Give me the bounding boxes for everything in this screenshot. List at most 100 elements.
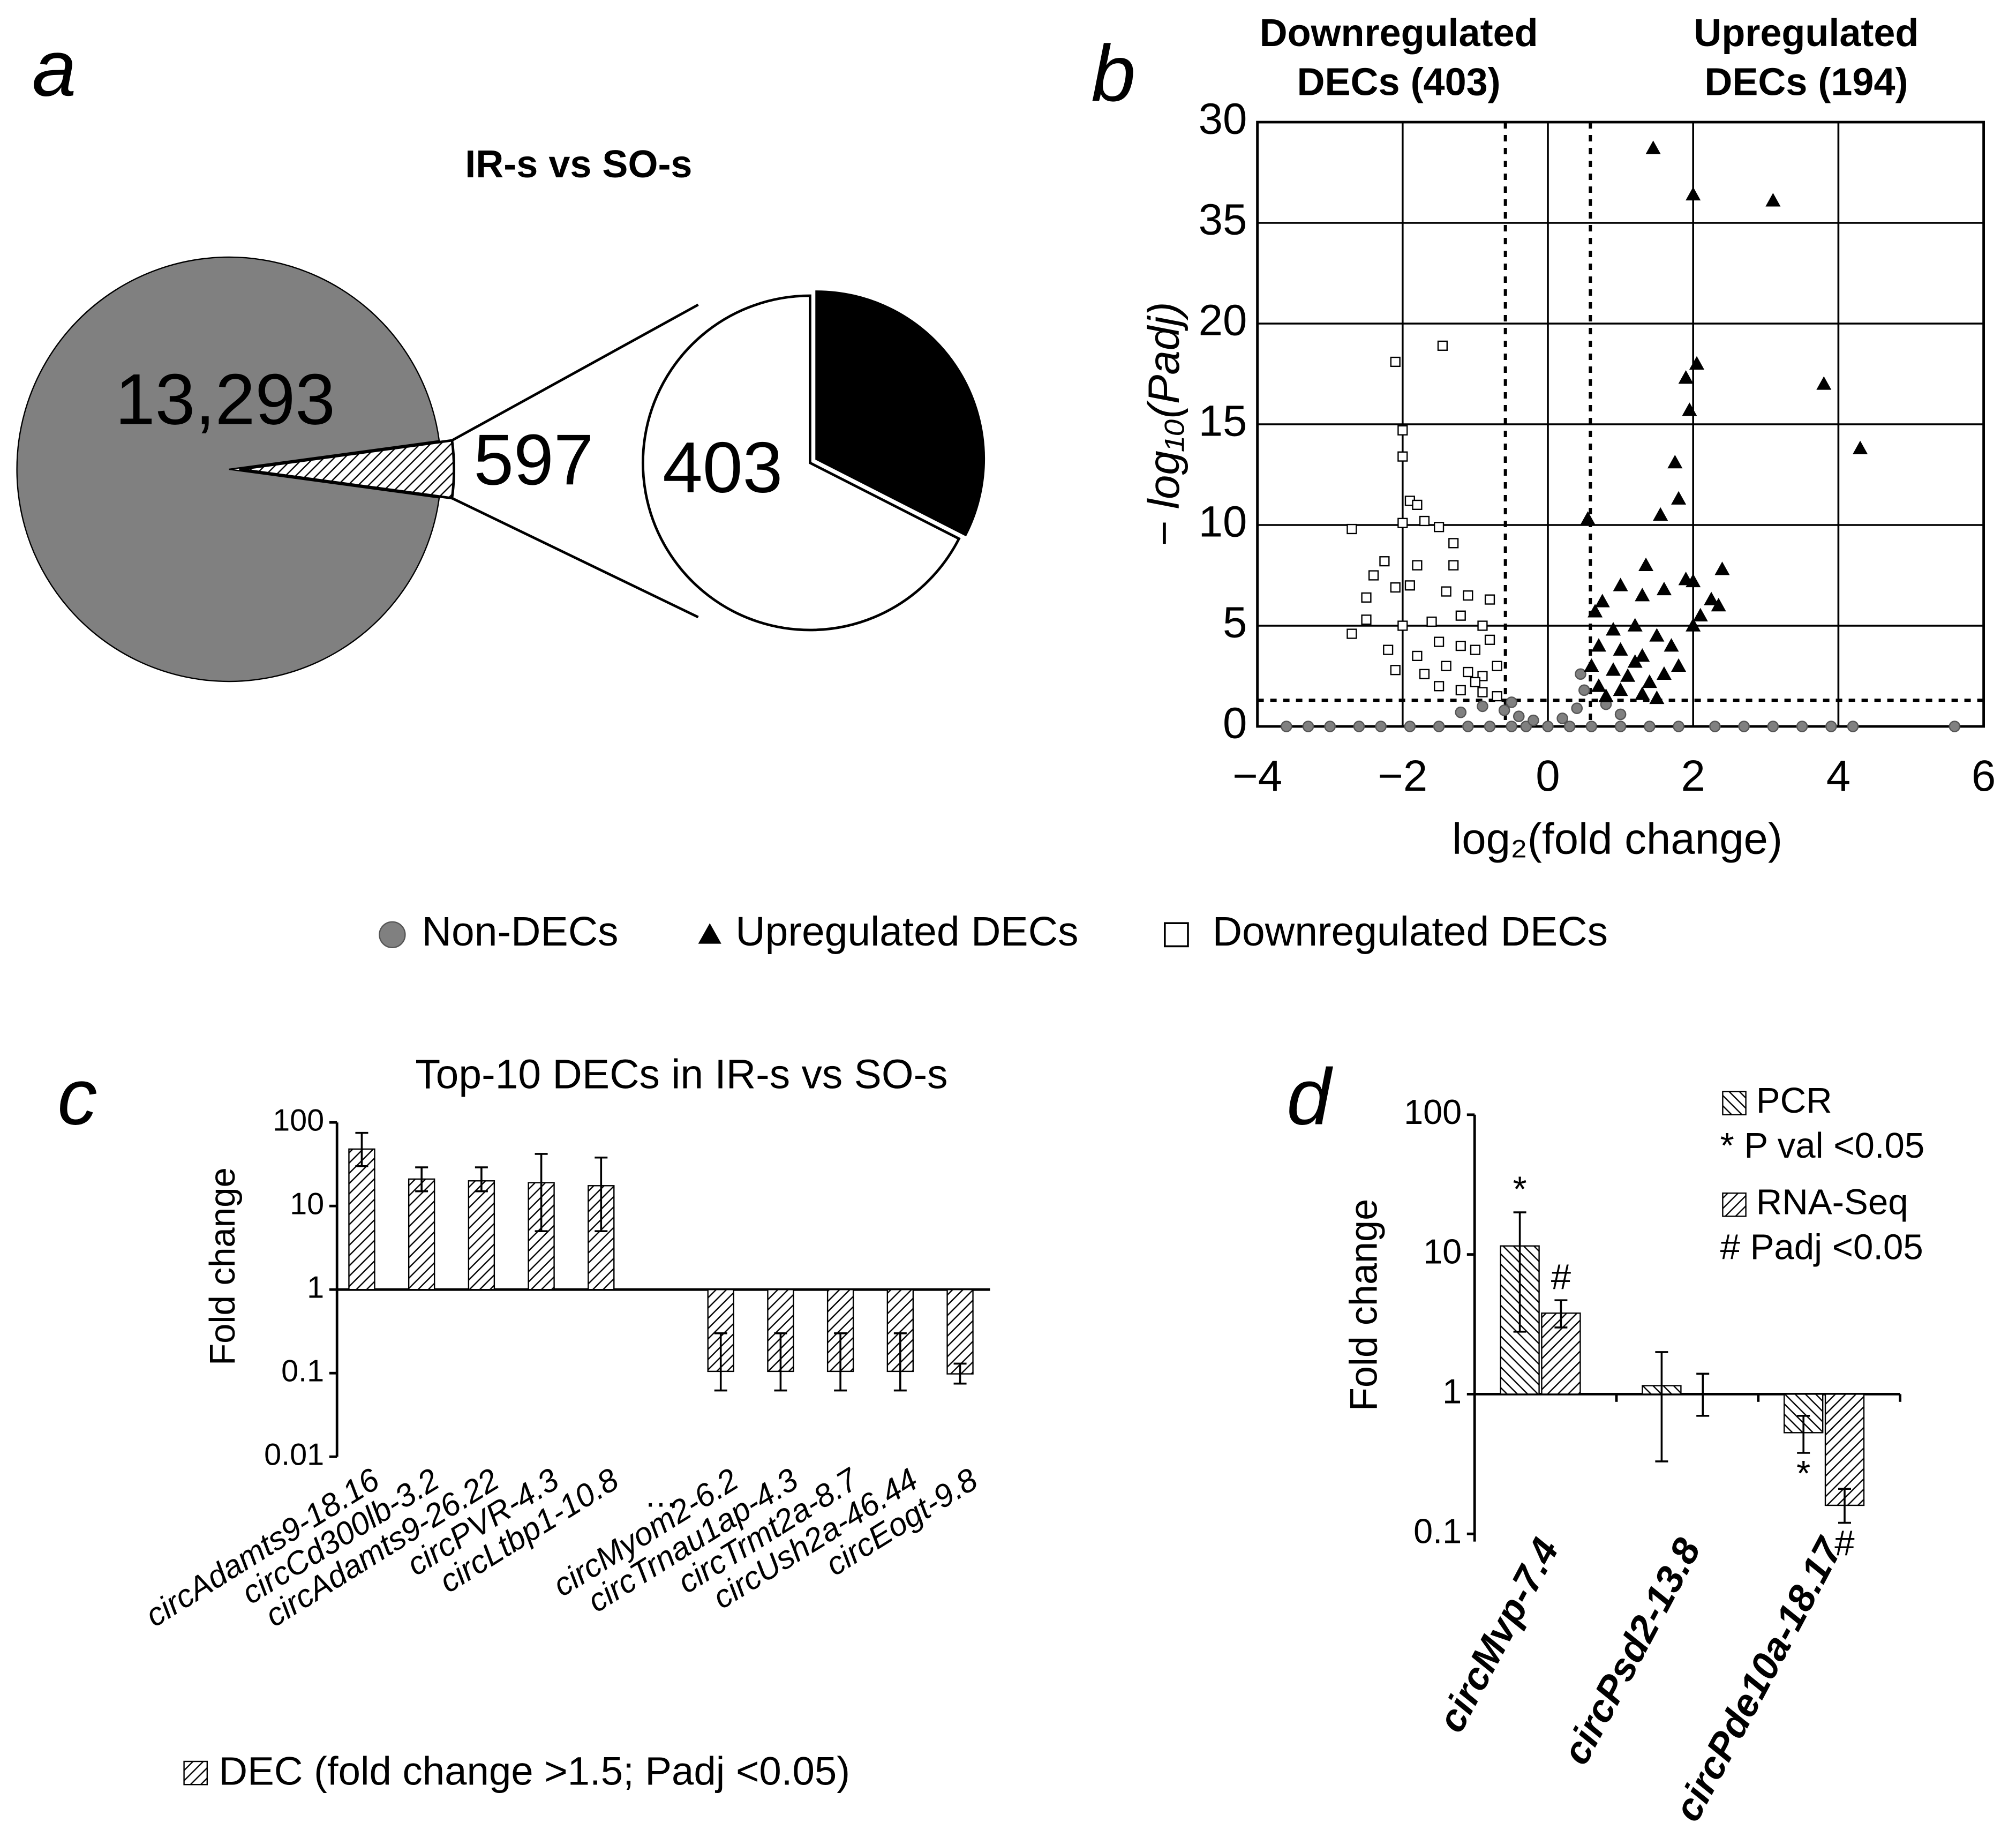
legend-note: * P val <0.05 [1720,1126,1925,1166]
point [1767,721,1779,732]
x-tick-label: 4 [1826,752,1850,800]
point [1419,669,1430,679]
point [1324,721,1336,732]
point [1588,604,1603,618]
point [1635,686,1650,700]
point [1375,721,1387,732]
point [1419,515,1430,527]
point [1455,706,1467,718]
point [1585,721,1598,732]
point [1649,690,1665,704]
panel-letter: a [32,24,77,113]
point [1644,721,1656,732]
legend-label: DEC (fold change >1.5; Padj <0.05) [219,1749,850,1794]
point [1404,580,1415,591]
point [1477,687,1488,698]
point [1390,356,1401,368]
annotation: DECs (403) [1297,61,1501,103]
y-axis-label: − log₁₀(Padj) [1140,302,1188,547]
significance-marker: # [1834,1523,1855,1563]
bar [1824,1393,1865,1506]
annotation: DECs (194) [1704,61,1908,103]
point [1484,634,1495,645]
point [1492,661,1502,671]
y-tick-label: 10 [1423,1232,1462,1271]
point [1594,594,1610,608]
point [1463,666,1473,678]
point [1448,538,1459,549]
bar [946,1288,974,1375]
point [1397,518,1408,528]
point [1656,666,1672,680]
point [1513,710,1525,723]
point [1682,402,1697,416]
legend-label: Non-DECs [422,909,619,955]
point [1686,186,1701,201]
point [1492,691,1502,702]
point [1379,556,1390,567]
point [1635,588,1650,602]
point [1455,685,1466,695]
panel-letter: d [1287,1052,1333,1142]
point [1470,644,1480,655]
slice-label: 194 [836,366,956,446]
point [1606,662,1621,676]
point [1361,592,1372,603]
significance-marker: * [1513,1169,1527,1209]
y-tick-label: 10 [1199,498,1247,546]
point [1528,714,1539,726]
point [1281,721,1292,732]
point [1353,721,1365,732]
point [1627,618,1643,632]
point [1433,721,1445,732]
point [1614,708,1627,721]
connector [451,303,699,442]
chart-title: IR-s vs SO-s [465,143,692,186]
x-tick-label: 0 [1536,752,1560,800]
point [1664,638,1679,652]
point [1346,523,1357,535]
y-tick-label: 20 [1199,296,1247,345]
slice-label: 13,293 [115,359,335,440]
point [1853,440,1868,454]
legend-label: RNA-Seq [1756,1182,1908,1222]
chart-title: Top-10 DECs in IR-s vs SO-s [415,1051,947,1097]
point [1613,682,1628,696]
legend-label: PCR [1756,1081,1832,1121]
point [1671,658,1687,672]
bar [468,1180,495,1291]
point [1686,573,1701,588]
point [1571,702,1583,714]
point [1678,370,1694,384]
legend-marker [1722,1091,1747,1115]
pie-slice [16,256,440,682]
y-tick-label: 0.1 [281,1354,324,1388]
y-tick-label: 0.01 [264,1437,324,1472]
bar [348,1148,375,1291]
y-tick-label: 5 [1223,598,1247,647]
point [1404,721,1416,732]
legend-label: Upregulated DECs [735,909,1078,955]
point [1613,642,1628,656]
point [1714,561,1730,575]
point [1383,644,1394,655]
x-tick-label: −2 [1378,752,1427,800]
point [1477,620,1488,631]
legend-marker [183,1760,208,1786]
point [1506,696,1517,708]
point [1441,661,1451,671]
y-tick-label: 100 [273,1103,324,1137]
point [1498,704,1510,716]
point [1642,674,1657,688]
point [1397,620,1408,631]
point [1591,638,1606,652]
pie-slice [239,439,455,500]
point [1591,678,1606,692]
point [1847,721,1859,732]
point [1580,511,1596,525]
y-tick-label: 0 [1223,699,1247,748]
point [1711,597,1726,612]
annotation: Upregulated [1694,12,1919,55]
x-tick-label: circMvp-7.4 [1430,1532,1567,1739]
legend-marker [1164,922,1189,948]
